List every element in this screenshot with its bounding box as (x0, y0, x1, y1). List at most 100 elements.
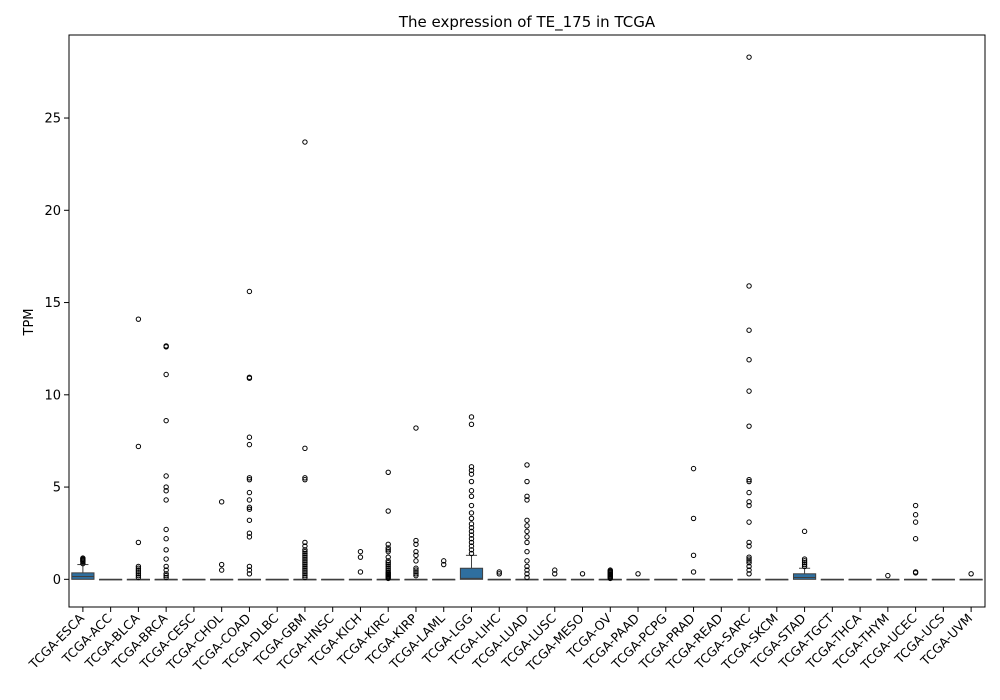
outlier-point (746, 357, 752, 363)
outlier-point (80, 555, 86, 561)
outlier-point (690, 515, 697, 522)
outlier-point (468, 502, 475, 509)
outlier-point (135, 569, 142, 575)
box (459, 567, 484, 580)
outlier-point (413, 552, 419, 559)
outlier-point (246, 571, 253, 577)
outlier-point (801, 558, 808, 564)
outlier-point (524, 567, 530, 573)
outlier-point (607, 567, 613, 573)
outlier-point (135, 574, 142, 581)
outlier-point (524, 478, 530, 485)
outlier-point (746, 567, 752, 573)
outlier-point (524, 493, 530, 499)
outlier-point (801, 563, 808, 570)
outlier-point (746, 388, 752, 394)
outlier-point (246, 489, 253, 496)
outlier-point (413, 571, 419, 577)
outlier-point (801, 560, 808, 566)
outlier-point (135, 565, 142, 571)
outlier-point (413, 565, 419, 571)
outlier-point (163, 484, 169, 490)
outlier-point (163, 417, 169, 424)
outlier-point (302, 476, 308, 483)
outlier-point (302, 565, 308, 571)
outlier-point (246, 563, 253, 570)
outlier-point (746, 519, 752, 525)
outlier-point (524, 517, 530, 523)
outlier-point (468, 515, 475, 522)
box (792, 573, 817, 580)
outlier-point (912, 512, 919, 518)
outlier-point (302, 567, 308, 573)
outlier-point (524, 534, 530, 540)
y-tick-label: 25 (44, 112, 61, 127)
outlier-point (302, 543, 308, 549)
outlier-point (385, 561, 391, 568)
outlier-point (746, 423, 752, 429)
outlier-point (302, 571, 308, 577)
outlier-point (524, 523, 530, 529)
outlier-point (746, 327, 752, 333)
outlier-point (302, 569, 308, 575)
plot-frame (68, 34, 986, 608)
outlier-point (163, 567, 169, 573)
outlier-point (801, 556, 808, 562)
outlier-point (246, 434, 253, 440)
outlier-point (385, 548, 391, 555)
outlier-point (302, 572, 308, 579)
outlier-point (496, 569, 502, 575)
outlier-point (468, 421, 475, 428)
outlier-point (912, 502, 919, 509)
y-tick-label: 0 (53, 573, 61, 588)
outlier-point (135, 316, 142, 322)
outlier-point (385, 545, 391, 551)
outlier-point (302, 554, 308, 560)
y-axis-label: TPM (22, 309, 37, 337)
outlier-point (246, 475, 253, 481)
outlier-point (413, 558, 419, 564)
outlier-point (413, 572, 419, 579)
outlier-point (441, 561, 447, 568)
y-tick-label: 20 (44, 204, 61, 219)
outlier-point (524, 539, 530, 546)
outlier-point (163, 497, 169, 503)
outlier-point (385, 560, 391, 566)
y-tick-label: 15 (44, 296, 61, 311)
outlier-point (163, 536, 169, 542)
outlier-point (746, 554, 752, 560)
outlier-point (468, 493, 475, 499)
outlier-point (746, 499, 752, 505)
outlier-point (163, 526, 169, 533)
outlier-point (302, 561, 308, 568)
outlier-point (163, 571, 169, 577)
outlier-point (246, 530, 253, 536)
outlier-point (135, 571, 142, 577)
outlier-point (746, 558, 752, 564)
outlier-point (468, 464, 475, 470)
outlier-point (218, 499, 225, 505)
outlier-point (635, 571, 641, 577)
outlier-point (163, 473, 169, 479)
outlier-point (468, 488, 475, 494)
outlier-point (218, 561, 225, 568)
outlier-point (552, 571, 558, 577)
outlier-point (524, 462, 530, 468)
outlier-point (302, 475, 308, 481)
outlier-point (524, 497, 530, 503)
outlier-point (468, 467, 475, 474)
outlier-point (746, 539, 752, 546)
outlier-point (302, 574, 308, 581)
outlier-point (302, 552, 308, 559)
outlier-point (468, 521, 475, 527)
outlier-point (801, 528, 808, 535)
outlier-point (912, 536, 919, 542)
outlier-point (885, 572, 891, 579)
outlier-point (302, 445, 308, 452)
outlier-point (135, 567, 142, 573)
outlier-point (746, 543, 752, 549)
outlier-point (246, 517, 253, 523)
outlier-point (163, 563, 169, 570)
outlier-point (357, 548, 364, 555)
